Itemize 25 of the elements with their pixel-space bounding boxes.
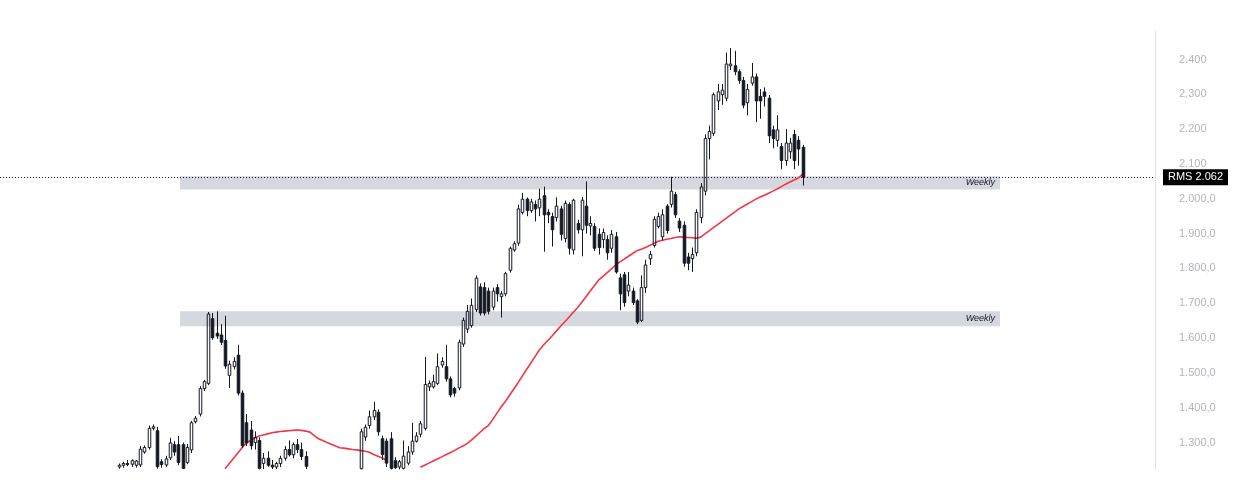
candlestick — [469, 297, 474, 329]
candlestick — [652, 215, 657, 249]
band-label: Weekly — [965, 313, 996, 324]
candlestick — [537, 188, 542, 217]
y-tick-label: 1.500,0 — [1179, 365, 1216, 378]
candlestick — [474, 274, 479, 313]
candlestick — [784, 128, 789, 167]
candlestick — [745, 83, 750, 116]
candlestick — [601, 227, 606, 249]
candlestick — [435, 352, 440, 386]
y-tick-label: 2.000,0 — [1179, 191, 1216, 204]
y-tick-label: 2.300 — [1179, 87, 1207, 100]
y-tick-label: 2.400 — [1179, 52, 1207, 65]
y-tick-label: 1.700,0 — [1179, 296, 1216, 309]
y-tick-label: 1.900,0 — [1179, 226, 1216, 239]
ref-line-label: RMS 2.062 — [1168, 170, 1224, 183]
candlestick — [648, 250, 653, 266]
y-tick-label: 1.800,0 — [1179, 261, 1216, 274]
y-tick-label: 1.600,0 — [1179, 331, 1216, 344]
y-tick-label: 2.200 — [1179, 122, 1207, 135]
y-tick-label: 1.300,0 — [1179, 435, 1216, 448]
band-label: Weekly — [965, 177, 996, 188]
candlestick — [788, 137, 793, 160]
y-tick-label: 2.100 — [1179, 157, 1207, 170]
y-tick-label: 1.400,0 — [1179, 400, 1216, 413]
